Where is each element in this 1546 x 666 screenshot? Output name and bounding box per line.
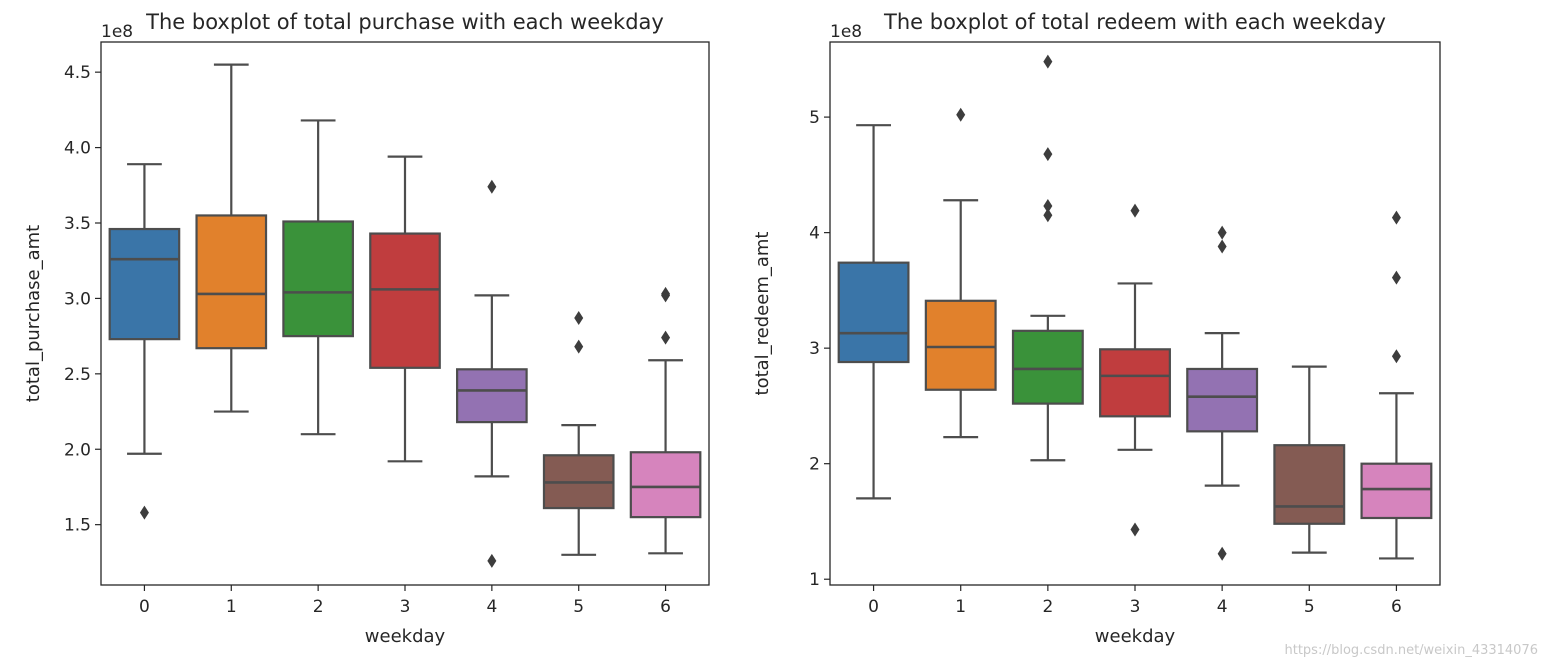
watermark: https://blog.csdn.net/weixin_43314076 bbox=[1284, 643, 1538, 658]
outlier-point bbox=[1043, 208, 1053, 223]
x-tick-label: 5 bbox=[1304, 597, 1315, 617]
y-tick-label: 4 bbox=[809, 224, 820, 244]
outlier-point bbox=[1217, 546, 1227, 561]
y-axis-label: total_redeem_amt bbox=[752, 232, 773, 396]
outlier-point bbox=[1043, 147, 1053, 162]
box-1 bbox=[195, 63, 268, 413]
y-tick-label: 2 bbox=[809, 455, 820, 475]
outlier-point bbox=[1217, 239, 1227, 254]
x-axis-label: weekday bbox=[1095, 626, 1176, 647]
outlier-point bbox=[1391, 349, 1401, 364]
x-tick-label: 3 bbox=[1130, 597, 1141, 617]
y-tick-label: 1 bbox=[809, 570, 820, 590]
box-body bbox=[629, 451, 702, 519]
y-tick-label: 1.5 bbox=[64, 516, 91, 536]
box-body bbox=[837, 261, 910, 364]
chart-title: The boxplot of total purchase with each … bbox=[145, 10, 664, 34]
box-body bbox=[369, 232, 441, 369]
box-6 bbox=[629, 286, 702, 555]
box-body bbox=[456, 368, 528, 424]
y-tick-label: 2.5 bbox=[64, 365, 91, 385]
x-tick-label: 2 bbox=[1042, 597, 1053, 617]
box-body bbox=[1360, 462, 1433, 520]
outlier-point bbox=[1217, 225, 1227, 240]
box-6 bbox=[1360, 210, 1433, 560]
x-tick-label: 6 bbox=[660, 597, 671, 617]
box-3 bbox=[369, 155, 441, 463]
box-4 bbox=[456, 179, 528, 568]
y-tick-label: 3.5 bbox=[64, 214, 91, 234]
x-tick-label: 0 bbox=[868, 597, 879, 617]
x-tick-label: 5 bbox=[573, 597, 584, 617]
box-3 bbox=[1099, 203, 1171, 537]
x-tick-label: 1 bbox=[226, 597, 237, 617]
y-tick-label: 5 bbox=[809, 108, 820, 128]
box-1 bbox=[924, 107, 997, 439]
box-body bbox=[1273, 444, 1346, 525]
axis-offset-label: 1e8 bbox=[101, 22, 133, 42]
x-axis-label: weekday bbox=[365, 626, 446, 647]
outlier-point bbox=[139, 505, 149, 520]
x-tick-label: 1 bbox=[955, 597, 966, 617]
y-tick-label: 4.0 bbox=[64, 139, 91, 159]
box-5 bbox=[1273, 365, 1346, 554]
y-tick-label: 4.5 bbox=[64, 63, 91, 83]
outlier-point bbox=[1043, 199, 1053, 214]
box-body bbox=[282, 220, 354, 338]
outlier-point bbox=[574, 339, 584, 354]
outlier-point bbox=[1130, 522, 1140, 537]
outlier-point bbox=[487, 553, 497, 568]
outlier-point bbox=[661, 330, 671, 345]
box-0 bbox=[837, 124, 910, 500]
box-body bbox=[924, 299, 997, 391]
outlier-point bbox=[1130, 203, 1140, 218]
box-body bbox=[108, 227, 181, 341]
outlier-point bbox=[1391, 270, 1401, 285]
outlier-point bbox=[1391, 210, 1401, 225]
axis-offset-label: 1e8 bbox=[830, 22, 862, 42]
outlier-point bbox=[574, 311, 584, 326]
box-2 bbox=[282, 119, 354, 436]
outlier-point bbox=[661, 288, 671, 303]
y-tick-label: 3.0 bbox=[64, 289, 91, 309]
box-0 bbox=[108, 163, 181, 520]
outlier-point bbox=[1043, 54, 1053, 69]
box-body bbox=[195, 214, 268, 350]
y-tick-label: 3 bbox=[809, 339, 820, 359]
x-tick-label: 2 bbox=[313, 597, 324, 617]
box-2 bbox=[1011, 54, 1084, 462]
outlier-point bbox=[487, 179, 497, 194]
box-4 bbox=[1186, 225, 1259, 561]
box-body bbox=[1186, 367, 1259, 433]
y-tick-label: 2.0 bbox=[64, 440, 91, 460]
x-tick-label: 4 bbox=[1217, 597, 1228, 617]
chart-2: 0 1 2 3 4 5 6 1 2 3 4 5 1e8 The boxplot of total rede… bbox=[752, 10, 1441, 647]
box-body bbox=[1099, 348, 1171, 418]
y-axis-label: total_purchase_amt bbox=[23, 225, 44, 402]
x-tick-label: 4 bbox=[486, 597, 497, 617]
chart-1: 0 1 2 3 4 5 6 1.5 2.0 2.5 3.0 3.5 4.0 4.5 1e8 The boxpl… bbox=[23, 10, 710, 647]
x-tick-label: 6 bbox=[1391, 597, 1402, 617]
chart-title: The boxplot of total redeem with each we… bbox=[883, 10, 1386, 34]
box-body bbox=[1011, 329, 1084, 405]
x-tick-label: 3 bbox=[400, 597, 411, 617]
box-5 bbox=[542, 311, 615, 556]
x-tick-label: 0 bbox=[139, 597, 150, 617]
outlier-point bbox=[956, 107, 966, 122]
